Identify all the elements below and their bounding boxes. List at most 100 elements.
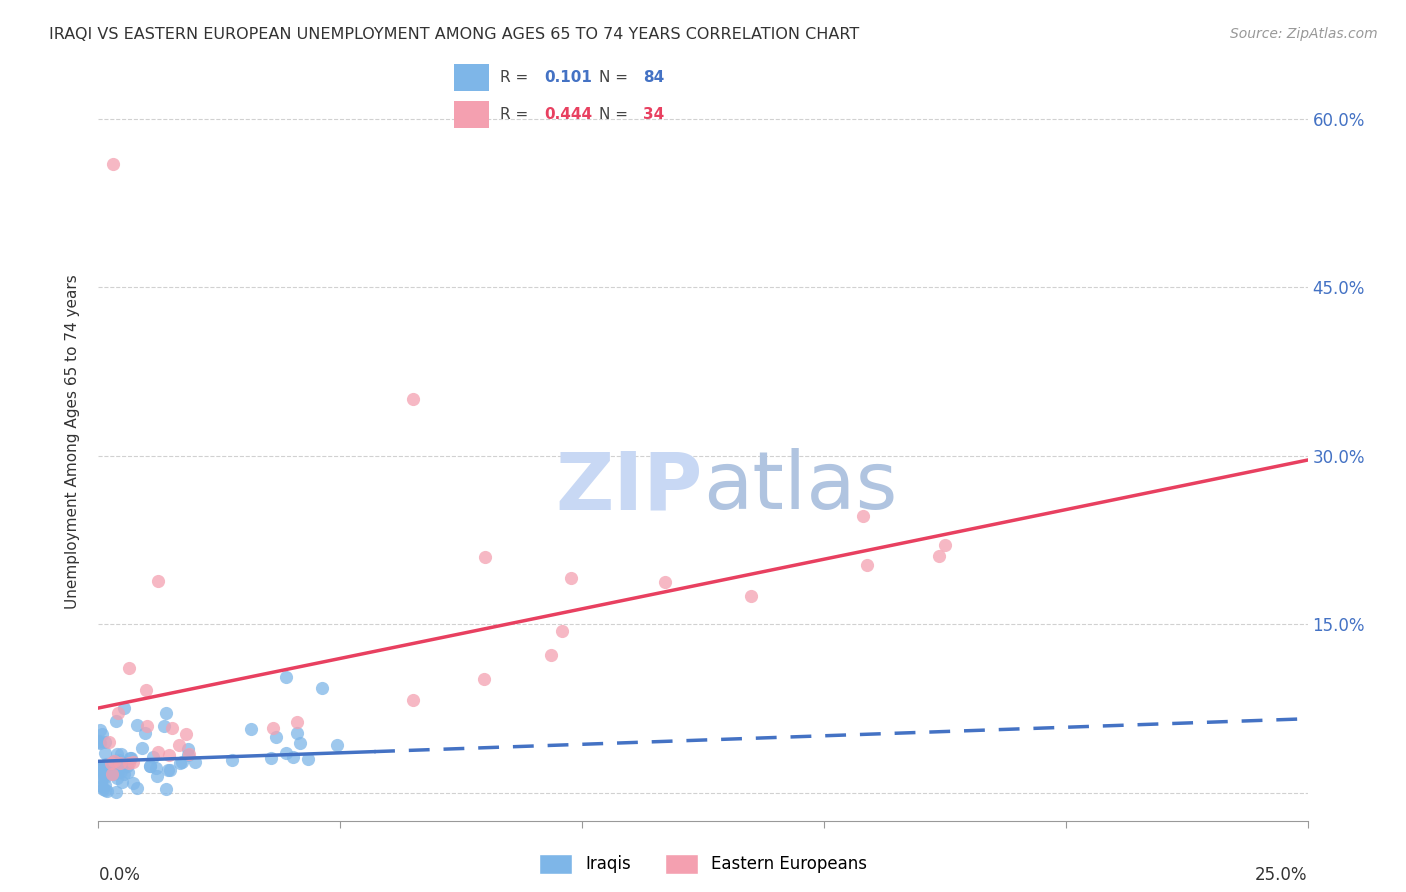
- Point: [856, 558, 879, 572]
- Point: [105, 785, 128, 799]
- Point: [110, 764, 132, 778]
- Point: [87, 734, 110, 748]
- Point: [89, 723, 111, 737]
- FancyBboxPatch shape: [454, 101, 489, 128]
- Point: [928, 549, 950, 563]
- Point: [260, 751, 283, 765]
- Legend: Iraqis, Eastern Europeans: Iraqis, Eastern Europeans: [531, 847, 875, 880]
- Point: [105, 771, 128, 785]
- Point: [120, 751, 142, 765]
- Point: [111, 774, 134, 789]
- Point: [91, 727, 114, 741]
- Point: [285, 715, 308, 730]
- Point: [177, 747, 200, 761]
- Point: [90, 779, 112, 793]
- Point: [177, 748, 200, 763]
- Point: [121, 755, 143, 769]
- Point: [654, 574, 676, 589]
- Point: [145, 760, 167, 774]
- Point: [105, 747, 128, 761]
- Point: [288, 736, 311, 750]
- Point: [135, 683, 157, 698]
- Point: [540, 648, 562, 662]
- Point: [740, 589, 762, 603]
- Point: [264, 730, 287, 744]
- Point: [90, 779, 112, 793]
- Point: [108, 753, 131, 767]
- Point: [934, 538, 956, 552]
- Point: [94, 783, 117, 797]
- Point: [94, 735, 117, 749]
- Point: [105, 758, 128, 772]
- Point: [159, 763, 181, 777]
- Text: ZIP: ZIP: [555, 448, 703, 526]
- Point: [112, 700, 135, 714]
- Point: [127, 780, 149, 795]
- Point: [148, 574, 170, 588]
- Point: [156, 763, 179, 777]
- Point: [107, 763, 129, 777]
- FancyBboxPatch shape: [454, 63, 489, 91]
- Point: [98, 760, 121, 774]
- Point: [160, 721, 183, 735]
- Point: [91, 782, 114, 797]
- Point: [134, 725, 156, 739]
- Point: [93, 768, 115, 782]
- Point: [94, 757, 117, 772]
- Text: N =: N =: [599, 70, 633, 85]
- Point: [118, 756, 141, 770]
- Text: 84: 84: [643, 70, 664, 85]
- Text: R =: R =: [501, 70, 534, 85]
- Point: [125, 717, 148, 731]
- Text: 0.444: 0.444: [544, 107, 592, 122]
- Point: [170, 755, 193, 769]
- Point: [852, 508, 875, 523]
- Text: 0.101: 0.101: [544, 70, 592, 85]
- Point: [297, 752, 319, 766]
- Point: [131, 741, 153, 756]
- Point: [91, 760, 114, 774]
- Text: IRAQI VS EASTERN EUROPEAN UNEMPLOYMENT AMONG AGES 65 TO 74 YEARS CORRELATION CHA: IRAQI VS EASTERN EUROPEAN UNEMPLOYMENT A…: [49, 27, 859, 42]
- Text: N =: N =: [599, 107, 633, 122]
- Point: [101, 767, 124, 781]
- Point: [107, 706, 129, 720]
- Point: [157, 747, 180, 762]
- Point: [551, 624, 574, 638]
- Point: [103, 754, 125, 768]
- Point: [311, 681, 333, 695]
- Point: [142, 750, 165, 764]
- Point: [105, 766, 128, 780]
- Point: [89, 736, 111, 750]
- Point: [96, 760, 118, 774]
- Point: [112, 766, 135, 780]
- Point: [98, 735, 121, 749]
- Point: [152, 719, 174, 733]
- Point: [285, 726, 308, 740]
- Point: [560, 571, 582, 585]
- Point: [98, 765, 121, 780]
- Point: [283, 749, 305, 764]
- Point: [103, 765, 125, 780]
- Point: [98, 763, 121, 777]
- Text: atlas: atlas: [703, 448, 897, 526]
- Point: [93, 746, 115, 760]
- Point: [91, 759, 114, 773]
- Point: [100, 756, 122, 770]
- Point: [110, 747, 132, 761]
- Point: [91, 761, 114, 775]
- Point: [474, 549, 496, 564]
- Text: R =: R =: [501, 107, 534, 122]
- Point: [122, 776, 145, 790]
- Point: [101, 767, 124, 781]
- Point: [89, 767, 111, 781]
- Point: [221, 753, 243, 767]
- Point: [262, 721, 284, 735]
- Point: [117, 759, 139, 773]
- Point: [136, 719, 159, 733]
- Point: [148, 745, 170, 759]
- Point: [108, 756, 131, 770]
- Point: [402, 392, 425, 407]
- Text: 34: 34: [643, 107, 664, 122]
- Point: [89, 735, 111, 749]
- Text: 25.0%: 25.0%: [1256, 865, 1308, 884]
